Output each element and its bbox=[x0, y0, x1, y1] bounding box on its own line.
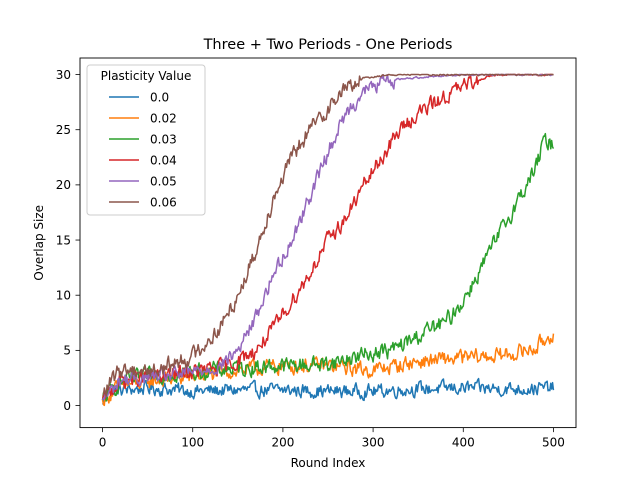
plot-frame bbox=[79, 57, 577, 429]
y-tick-label: 20 bbox=[56, 178, 71, 192]
x-axis-label: Round Index bbox=[291, 456, 366, 470]
legend-label: 0.05 bbox=[150, 174, 177, 188]
y-axis-label: Overlap Size bbox=[32, 205, 46, 281]
legend-label: 0.0 bbox=[150, 90, 169, 104]
legend-title: Plasticity Value bbox=[101, 69, 192, 83]
series-group bbox=[101, 73, 555, 407]
x-tick-label: 0 bbox=[99, 436, 107, 450]
y-tick-label: 15 bbox=[56, 233, 71, 247]
x-tick-label: 200 bbox=[271, 436, 294, 450]
x-tick-label: 400 bbox=[452, 436, 475, 450]
x-tick-label: 100 bbox=[181, 436, 204, 450]
y-tick-label: 25 bbox=[56, 123, 71, 137]
legend-label: 0.02 bbox=[150, 111, 177, 125]
x-axis: 0 100 200 300 400 500 bbox=[99, 427, 565, 450]
legend-box bbox=[86, 64, 206, 216]
y-tick-label: 30 bbox=[56, 68, 71, 82]
series-line-0.06 bbox=[102, 73, 554, 398]
y-tick-label: 10 bbox=[56, 289, 71, 303]
x-tick-label: 500 bbox=[542, 436, 565, 450]
y-tick-label: 0 bbox=[63, 399, 71, 413]
legend-label: 0.03 bbox=[150, 132, 177, 146]
x-tick-label: 300 bbox=[362, 436, 385, 450]
chart-title: Three + Two Periods - One Periods bbox=[203, 37, 453, 53]
y-axis: 0 5 10 15 20 25 30 bbox=[56, 68, 80, 413]
y-tick-label: 5 bbox=[63, 344, 71, 358]
legend: Plasticity Value 0.0 0.02 0.03 0.04 0.05 0.06 bbox=[86, 64, 206, 216]
series-line-0.0 bbox=[101, 377, 555, 406]
legend-label: 0.04 bbox=[150, 153, 177, 167]
legend-label: 0.06 bbox=[150, 195, 177, 209]
